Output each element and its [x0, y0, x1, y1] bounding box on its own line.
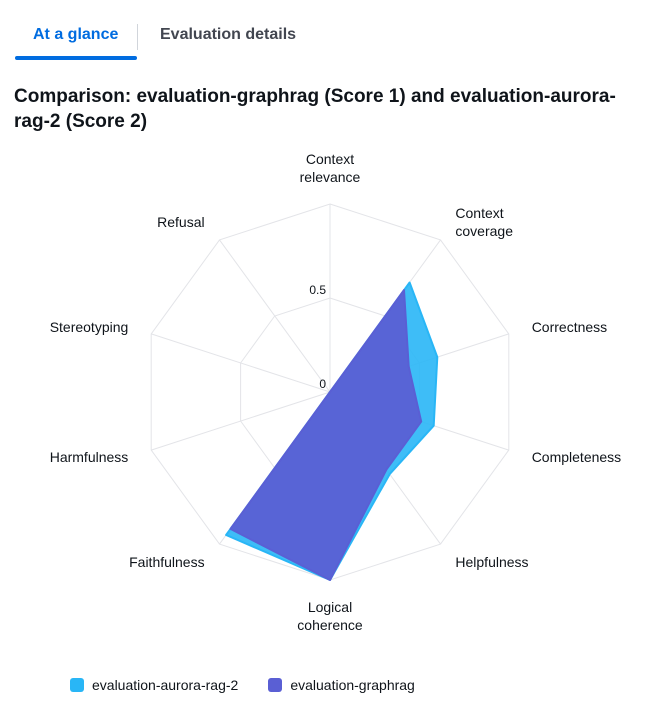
axis-label-line: coverage: [455, 223, 513, 239]
axis-label-line: coherence: [297, 617, 363, 633]
axis-label-line: Faithfulness: [129, 554, 204, 570]
axis-label-7: Harmfulness: [50, 449, 129, 465]
radar-series: [225, 281, 439, 581]
axis-label-2: Correctness: [532, 319, 607, 335]
axis-label-5: Logical coherence: [297, 599, 363, 633]
axis-label-line: Stereotyping: [50, 319, 129, 335]
axis-label-line: Context: [306, 151, 354, 167]
axis-label-line: Helpfulness: [455, 554, 528, 570]
axis-label-3: Completeness: [532, 449, 622, 465]
legend-label-graphrag: evaluation-graphrag: [290, 677, 415, 693]
legend-item-graphrag[interactable]: evaluation-graphrag: [268, 677, 415, 693]
active-tab-indicator: [15, 56, 137, 60]
tick-label-0: 0: [319, 377, 326, 391]
axis-label-1: Context coverage: [455, 205, 513, 239]
radar-ticks: 00.5: [309, 283, 326, 391]
axis-label-8: Stereotyping: [50, 319, 129, 335]
tab-at-a-glance[interactable]: At a glance: [33, 26, 119, 43]
grid-spoke-8: [151, 333, 331, 393]
grid-spoke-7: [151, 391, 331, 451]
axis-label-line: Harmfulness: [50, 449, 129, 465]
legend-swatch-graphrag: [268, 678, 283, 692]
axis-label-0: Context relevance: [300, 151, 361, 185]
axis-label-line: Refusal: [157, 214, 204, 230]
series-polygon-1[interactable]: [229, 289, 423, 581]
legend-label-aurora: evaluation-aurora-rag-2: [92, 677, 239, 693]
tab-bar: At a glance Evaluation details: [0, 0, 657, 60]
axis-label-line: Correctness: [532, 319, 607, 335]
chart-legend: evaluation-aurora-rag-2 evaluation-graph…: [70, 677, 445, 693]
axis-label-line: Completeness: [532, 449, 622, 465]
legend-item-aurora[interactable]: evaluation-aurora-rag-2: [70, 677, 238, 693]
tab-divider: [137, 24, 138, 50]
grid-spoke-9: [219, 239, 331, 393]
axis-label-line: Logical: [308, 599, 352, 615]
legend-swatch-aurora: [70, 678, 84, 692]
axis-label-line: Context: [455, 205, 503, 221]
axis-label-line: relevance: [300, 169, 361, 185]
axis-label-9: Refusal: [157, 214, 204, 230]
radar-axis-labels: Context relevance Context coverage Correctne…: [50, 151, 622, 633]
tab-evaluation-details[interactable]: Evaluation details: [160, 26, 297, 43]
axis-label-6: Faithfulness: [129, 554, 204, 570]
chart-title: Comparison: evaluation-graphrag (Score 1…: [14, 86, 616, 132]
tick-label-1: 0.5: [309, 283, 326, 297]
axis-label-4: Helpfulness: [455, 554, 528, 570]
